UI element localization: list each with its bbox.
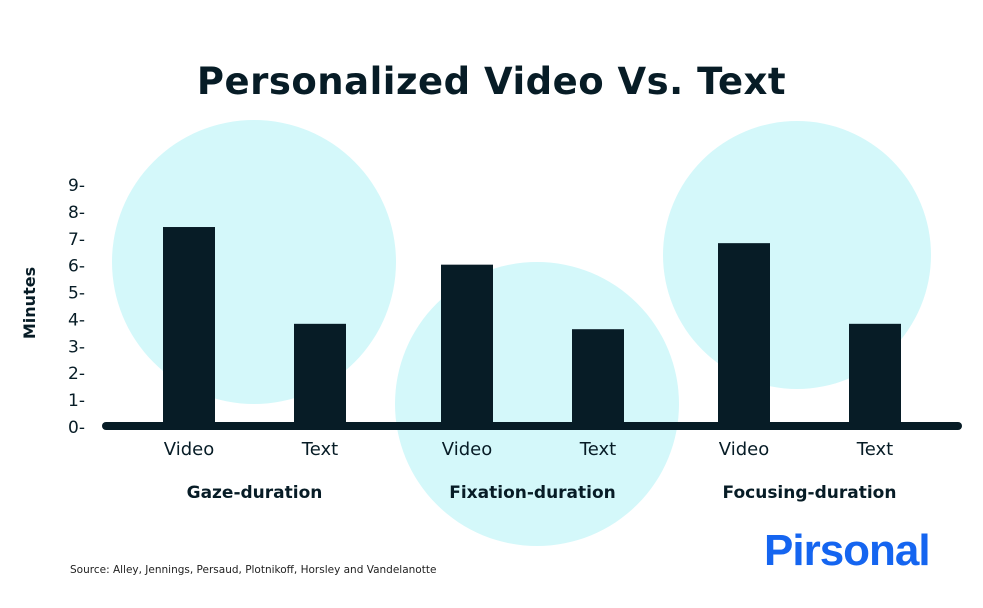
group-label: Fixation-duration [449, 483, 616, 503]
x-tick-label: Text [856, 439, 893, 460]
source-note: Source: Alley, Jennings, Persaud, Plotni… [70, 564, 437, 576]
bar-fixation-duration-video [441, 264, 493, 426]
y-tick-label: 4- [68, 310, 85, 330]
bar-focusing-duration-video [718, 243, 770, 426]
y-axis-label: Minutes [20, 267, 39, 339]
bar-fixation-duration-text [572, 329, 624, 426]
x-tick-label: Video [442, 439, 492, 460]
bar-gaze-duration-video [163, 227, 215, 426]
x-tick-label: Text [301, 439, 338, 460]
y-tick-label: 1- [68, 391, 85, 411]
y-tick-label: 2- [68, 364, 85, 384]
y-tick-label: 5- [68, 284, 85, 304]
y-tick-label: 0- [68, 418, 85, 438]
y-tick-label: 7- [68, 230, 85, 250]
x-tick-label: Text [579, 439, 616, 460]
bar-gaze-duration-text [294, 323, 346, 426]
y-tick-label: 8- [68, 203, 85, 223]
pirsonal-logo: Pirsonal [764, 526, 931, 575]
group-label: Gaze-duration [187, 483, 323, 503]
background-circle [112, 120, 396, 404]
x-tick-label: Video [164, 439, 214, 460]
group-label: Focusing-duration [723, 483, 897, 503]
background-circle [395, 262, 679, 546]
chart-title: Personalized Video Vs. Text [196, 60, 787, 103]
y-tick-label: 9- [68, 176, 85, 196]
bar-focusing-duration-text [849, 323, 901, 426]
x-tick-label: Video [719, 439, 769, 460]
y-tick-label: 3- [68, 337, 85, 357]
y-tick-label: 6- [68, 257, 85, 277]
